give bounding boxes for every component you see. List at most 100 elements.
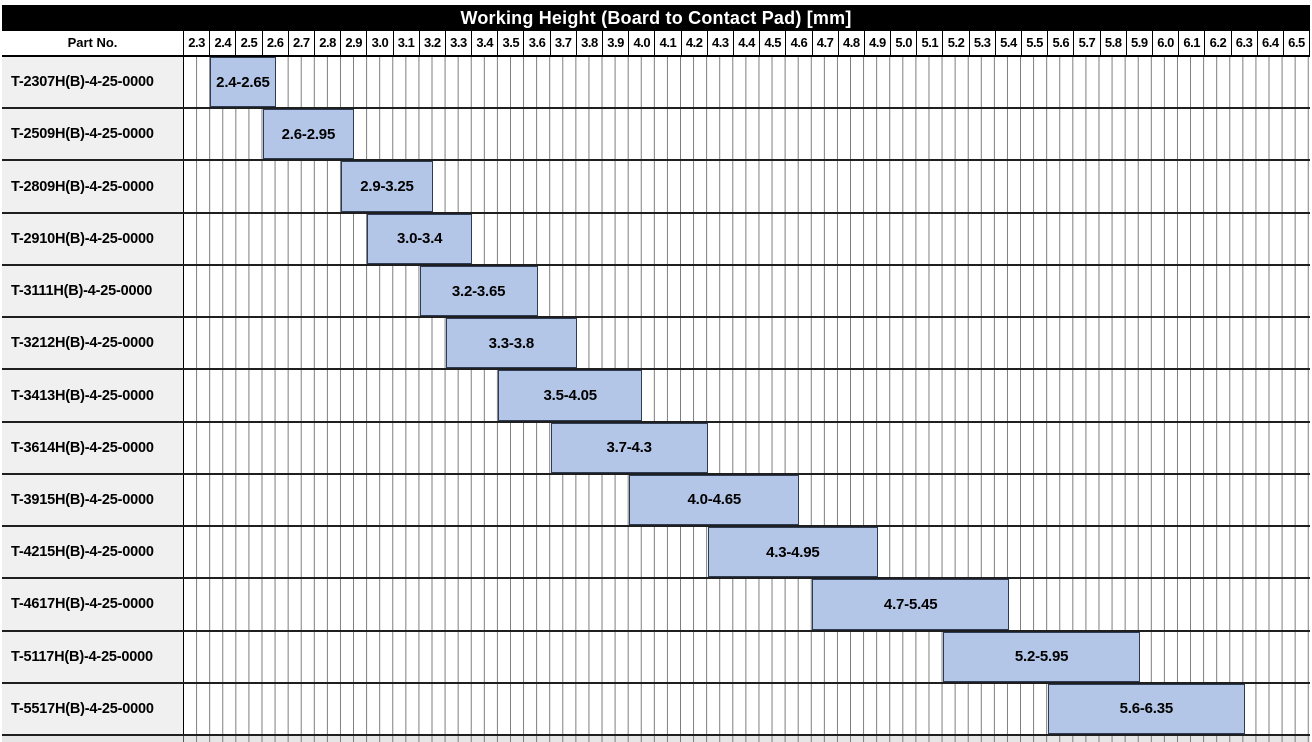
part-no-cell: T-2910H(B)-4-25-0000 [2, 213, 184, 264]
chart-title: Working Height (Board to Contact Pad) [m… [2, 5, 1310, 31]
row-track: 3.0-3.4 [184, 213, 1310, 264]
range-bar: 4.3-4.95 [707, 527, 878, 578]
table-row: T-3212H(B)-4-25-0000 3.3-3.8 [2, 318, 1310, 371]
axis-tick-label: 6.0 [1152, 31, 1180, 55]
part-no-cell: T-4617H(B)-4-25-0000 [2, 579, 184, 630]
range-bar-label: 5.2-5.95 [1014, 648, 1069, 666]
table-row: T-3915H(B)-4-25-0000 4.0-4.65 [2, 474, 1310, 528]
table-row: T-3614H(B)-4-25-0000 3.7-4.3 [2, 422, 1310, 475]
axis-tick-label: 5.3 [969, 31, 996, 55]
axis-tick-label: 3.2 [419, 31, 446, 55]
table-row: T-3111H(B)-4-25-0000 3.2-3.65 [2, 265, 1310, 319]
axis-tick-label: 5.2 [943, 31, 970, 55]
axis-tick-label: 6.5 [1283, 31, 1311, 55]
range-bar: 4.0-4.65 [629, 474, 800, 526]
range-bar: 3.3-3.8 [445, 318, 577, 369]
axis-tick-label: 4.3 [707, 31, 734, 55]
row-track: 2.4-2.65 [184, 57, 1310, 108]
row-track: 3.3-3.8 [184, 318, 1310, 369]
range-bar-label: 3.3-3.8 [488, 334, 535, 352]
axis-tick-label: 3.6 [524, 31, 551, 55]
range-bar-label: 2.4-2.65 [216, 73, 270, 91]
range-table: Part No. 2.3 2.4 2.5 2.6 2.7 2.8 2.9 3.0… [2, 31, 1311, 742]
axis-tick-label: 2.3 [184, 31, 211, 55]
axis-tick-label: 5.4 [995, 31, 1022, 55]
axis-tick-label: 5.8 [1100, 31, 1127, 55]
axis-tick-label: 2.8 [314, 31, 342, 55]
axis-tick-label: 2.9 [341, 31, 368, 55]
bottom-strip-grid-area [184, 736, 1310, 742]
axis-tick-label: 5.1 [917, 31, 944, 55]
axis-tick-label: 4.4 [733, 31, 761, 55]
axis-tick-label: 4.6 [786, 31, 813, 55]
axis-tick-label: 5.7 [1074, 31, 1101, 55]
axis-tick-label: 4.7 [812, 31, 839, 55]
axis-tick-label: 4.8 [838, 31, 865, 55]
part-no-cell: T-3212H(B)-4-25-0000 [2, 318, 184, 369]
row-track: 4.3-4.95 [184, 527, 1310, 578]
part-no-cell: T-5117H(B)-4-25-0000 [2, 631, 184, 682]
axis-tick-label: 5.0 [891, 31, 918, 55]
bottom-strip-label-area [2, 736, 184, 742]
part-no-cell: T-4215H(B)-4-25-0000 [2, 527, 184, 578]
row-track: 4.7-5.45 [184, 579, 1310, 630]
axis-tick-label: 6.2 [1205, 31, 1232, 55]
axis-tick-label: 2.6 [262, 31, 289, 55]
axis-tick-label: 3.0 [367, 31, 394, 55]
range-bar-label: 2.9-3.25 [360, 178, 414, 196]
table-row: T-2509H(B)-4-25-0000 2.6-2.95 [2, 109, 1310, 162]
axis-tick-label: 4.0 [629, 31, 656, 55]
range-bar: 3.0-3.4 [367, 213, 473, 264]
part-no-cell: T-3614H(B)-4-25-0000 [2, 422, 184, 473]
axis-tick-label: 3.5 [498, 31, 525, 55]
axis-tick-label: 4.5 [760, 31, 787, 55]
row-track: 3.2-3.65 [184, 265, 1310, 317]
axis-tick-label: 3.7 [550, 31, 577, 55]
part-no-header: Part No. [2, 31, 184, 55]
row-track: 2.9-3.25 [184, 161, 1310, 212]
table-row: T-5117H(B)-4-25-0000 5.2-5.95 [2, 631, 1310, 684]
table-row: T-2809H(B)-4-25-0000 2.9-3.25 [2, 161, 1310, 214]
axis-tick-label: 3.9 [603, 31, 630, 55]
axis-tick-label: 5.9 [1126, 31, 1153, 55]
range-bar: 3.5-4.05 [498, 370, 643, 421]
range-bar-label: 3.2-3.65 [451, 282, 506, 300]
axis-tick-label: 6.1 [1179, 31, 1206, 55]
axis-tick-label: 4.1 [655, 31, 682, 55]
row-track: 5.6-6.35 [184, 683, 1310, 735]
range-bar: 4.7-5.45 [812, 579, 1009, 630]
axis-tick-label: 2.4 [210, 31, 237, 55]
axis-tick-label: 3.8 [576, 31, 603, 55]
axis-tick-label: 4.2 [681, 31, 708, 55]
axis-tick-label: 5.6 [1048, 31, 1075, 55]
axis-tick-label: 2.7 [288, 31, 315, 55]
part-no-cell: T-3413H(B)-4-25-0000 [2, 370, 184, 421]
axis-tick-label: 3.4 [472, 31, 499, 55]
range-bar: 3.2-3.65 [419, 265, 538, 317]
axis-tick-label: 4.9 [864, 31, 892, 55]
range-bar: 5.2-5.95 [943, 631, 1140, 682]
row-track: 5.2-5.95 [184, 631, 1310, 682]
axis-tick-label: 3.1 [393, 31, 420, 55]
range-bar-label: 4.0-4.65 [687, 491, 742, 509]
range-bar-label: 2.6-2.95 [281, 125, 336, 143]
header-row: Part No. 2.3 2.4 2.5 2.6 2.7 2.8 2.9 3.0… [2, 31, 1311, 57]
table-row: T-2910H(B)-4-25-0000 3.0-3.4 [2, 213, 1310, 266]
part-no-cell: T-2509H(B)-4-25-0000 [2, 109, 184, 160]
axis-tick-label: 2.5 [236, 31, 263, 55]
row-track: 3.5-4.05 [184, 370, 1310, 421]
part-no-cell: T-3111H(B)-4-25-0000 [2, 265, 184, 317]
table-row: T-4617H(B)-4-25-0000 4.7-5.45 [2, 579, 1310, 632]
range-bar-label: 3.5-4.05 [543, 387, 598, 405]
range-bar-label: 4.3-4.95 [766, 543, 820, 561]
row-track: 2.6-2.95 [184, 109, 1310, 160]
table-row: T-5517H(B)-4-25-0000 5.6-6.35 [2, 683, 1310, 737]
part-no-cell: T-5517H(B)-4-25-0000 [2, 683, 184, 735]
bottom-strip [2, 736, 1310, 742]
axis-tick-label: 5.5 [1022, 31, 1049, 55]
axis-tick-label: 3.3 [445, 31, 473, 55]
range-bar: 2.4-2.65 [210, 57, 276, 108]
row-track: 4.0-4.65 [184, 474, 1310, 526]
part-no-cell: T-2307H(B)-4-25-0000 [2, 57, 184, 108]
